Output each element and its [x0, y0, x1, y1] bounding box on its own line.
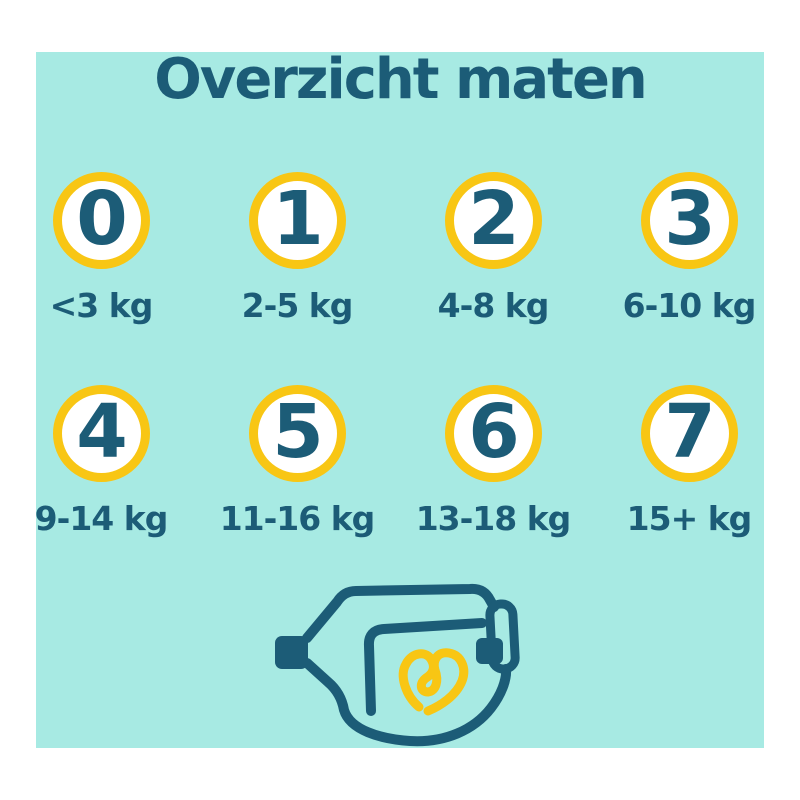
- sizes-row-2: 4 9-14 kg 5 11-16 kg 6 13-18 kg 7 15+ kg: [16, 385, 774, 535]
- diaper-bottom-line: [302, 658, 512, 747]
- size-number: 6: [468, 388, 519, 475]
- size-item-0: 0 <3 kg: [16, 172, 186, 322]
- diaper-front-panel-line: [363, 618, 487, 716]
- page-title: Overzicht maten: [154, 47, 648, 112]
- size-item-5: 5 11-16 kg: [212, 385, 382, 535]
- size-2-badge: 2: [444, 172, 542, 269]
- size-weight-range: 2-5 kg: [241, 286, 354, 325]
- size-weight-range: 11-16 kg: [219, 499, 376, 538]
- size-number: 5: [272, 388, 323, 475]
- size-3-badge: 3: [640, 172, 738, 269]
- size-number: 4: [76, 388, 127, 475]
- size-item-3: 3 6-10 kg: [604, 172, 774, 322]
- size-0-badge: 0: [52, 172, 150, 269]
- size-number: 2: [468, 175, 519, 262]
- size-5-badge: 5: [248, 385, 346, 482]
- size-item-4: 4 9-14 kg: [16, 385, 186, 535]
- size-number: 7: [664, 388, 715, 475]
- size-weight-range: 6-10 kg: [622, 286, 757, 325]
- size-number: 1: [272, 175, 323, 262]
- size-1-badge: 1: [248, 172, 346, 269]
- pampers-heart-icon: [398, 648, 469, 716]
- size-number: 3: [664, 175, 715, 262]
- diaper-side-panel: [485, 599, 520, 674]
- size-item-1: 1 2-5 kg: [212, 172, 382, 322]
- diaper-illustration: [275, 583, 520, 747]
- size-weight-range: 15+ kg: [626, 499, 753, 538]
- diaper-right-tab: [476, 638, 503, 664]
- size-item-6: 6 13-18 kg: [408, 385, 578, 535]
- size-number: 0: [76, 175, 127, 262]
- size-6-badge: 6: [444, 385, 542, 482]
- size-4-badge: 4: [52, 385, 150, 482]
- size-item-7: 7 15+ kg: [604, 385, 774, 535]
- diaper-left-tab: [275, 636, 308, 669]
- size-weight-range: 9-14 kg: [34, 499, 169, 538]
- sizes-row-1: 0 <3 kg 1 2-5 kg 2 4-8 kg 3 6-10 kg: [16, 172, 774, 322]
- size-item-2: 2 4-8 kg: [408, 172, 578, 322]
- size-7-badge: 7: [640, 385, 738, 482]
- size-weight-range: <3 kg: [49, 286, 154, 325]
- size-weight-range: 4-8 kg: [437, 286, 550, 325]
- diaper-back-top-line: [302, 583, 499, 643]
- size-chart-panel: Overzicht maten 0 <3 kg 1 2-5 kg 2 4-8 k…: [35, 47, 764, 748]
- size-weight-range: 13-18 kg: [415, 499, 572, 538]
